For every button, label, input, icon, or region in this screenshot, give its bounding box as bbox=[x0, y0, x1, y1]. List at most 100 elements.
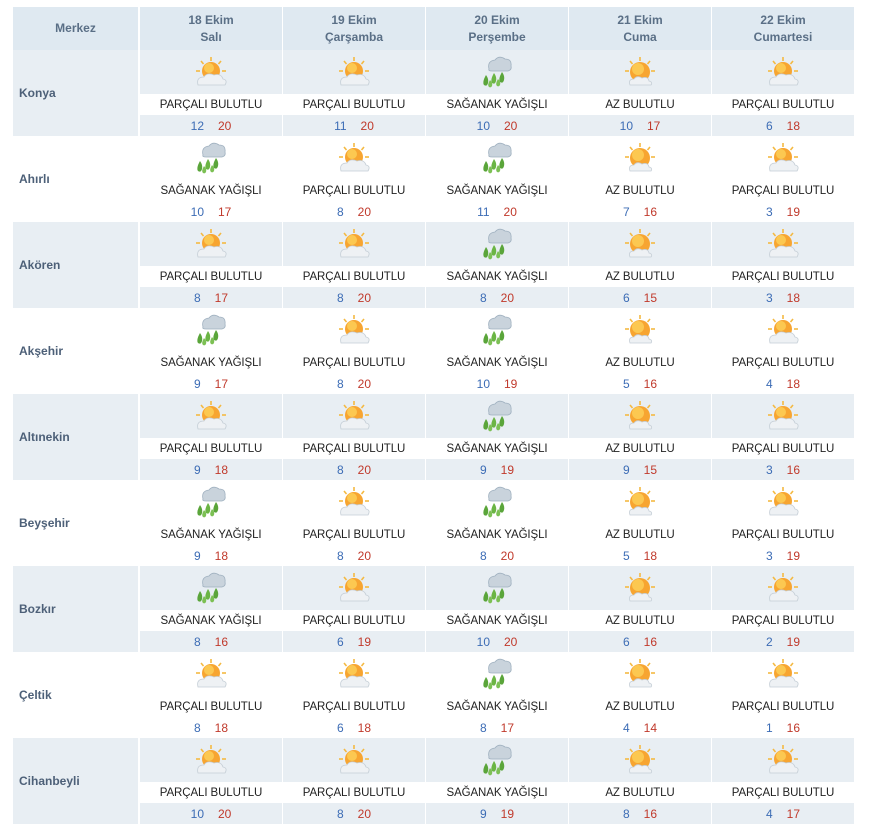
condition-label: SAĞANAK YAĞIŞLI bbox=[140, 610, 282, 631]
condition-label: PARÇALI BULUTLU bbox=[712, 94, 854, 115]
condition-label: PARÇALI BULUTLU bbox=[283, 696, 425, 717]
partly-cloudy-icon bbox=[712, 566, 854, 610]
high-temperature: 20 bbox=[357, 462, 372, 477]
high-temperature: 20 bbox=[504, 118, 518, 133]
partly-cloudy-icon bbox=[283, 136, 425, 180]
high-temperature: 18 bbox=[786, 118, 801, 133]
high-temperature: 20 bbox=[357, 376, 372, 391]
partly-cloudy-icon bbox=[140, 738, 282, 782]
high-temperature: 18 bbox=[214, 720, 229, 735]
temperature-range: 4 14 bbox=[569, 717, 711, 738]
low-temperature: 6 bbox=[765, 118, 773, 133]
condition-label: PARÇALI BULUTLU bbox=[283, 352, 425, 373]
low-temperature: 4 bbox=[765, 376, 773, 391]
forecast-cell: PARÇALI BULUTLU 10 20 bbox=[140, 738, 283, 824]
low-temperature: 8 bbox=[336, 376, 344, 391]
showers-icon bbox=[426, 566, 568, 610]
low-temperature: 3 bbox=[765, 204, 773, 219]
city-name[interactable]: Akören bbox=[13, 222, 140, 308]
condition-label: PARÇALI BULUTLU bbox=[283, 438, 425, 459]
condition-label: PARÇALI BULUTLU bbox=[283, 610, 425, 631]
header-day-date: 21 Ekim bbox=[617, 12, 663, 27]
high-temperature: 20 bbox=[218, 118, 232, 133]
low-temperature: 6 bbox=[622, 290, 630, 305]
condition-label: AZ BULUTLU bbox=[569, 610, 711, 631]
forecast-cell: SAĞANAK YAĞIŞLI 8 16 bbox=[140, 566, 283, 652]
header-day-date: 22 Ekim bbox=[760, 12, 806, 27]
temperature-range: 11 20 bbox=[426, 201, 568, 222]
temperature-range: 9 19 bbox=[426, 803, 568, 824]
temperature-range: 9 15 bbox=[569, 459, 711, 480]
high-temperature: 20 bbox=[500, 290, 515, 305]
header-day-weekday: Cumartesi bbox=[753, 29, 813, 44]
temperature-range: 4 18 bbox=[712, 373, 854, 394]
showers-icon bbox=[426, 394, 568, 438]
forecast-cell: PARÇALI BULUTLU 2 19 bbox=[712, 566, 855, 652]
condition-label: PARÇALI BULUTLU bbox=[712, 438, 854, 459]
few-clouds-icon bbox=[569, 566, 711, 610]
city-name[interactable]: Çeltik bbox=[13, 652, 140, 738]
temperature-range: 3 18 bbox=[712, 287, 854, 308]
partly-cloudy-icon bbox=[712, 222, 854, 266]
header-day-5: 22 Ekim Cumartesi bbox=[712, 7, 855, 50]
city-name[interactable]: Beyşehir bbox=[13, 480, 140, 566]
header-day-weekday: Cuma bbox=[623, 29, 657, 44]
low-temperature: 10 bbox=[476, 118, 490, 133]
high-temperature: 16 bbox=[643, 204, 658, 219]
low-temperature: 9 bbox=[193, 462, 201, 477]
showers-icon bbox=[140, 480, 282, 524]
partly-cloudy-icon bbox=[712, 50, 854, 94]
temperature-range: 5 16 bbox=[569, 373, 711, 394]
high-temperature: 17 bbox=[214, 290, 229, 305]
temperature-range: 6 16 bbox=[569, 631, 711, 652]
condition-label: PARÇALI BULUTLU bbox=[712, 266, 854, 287]
forecast-cell: PARÇALI BULUTLU 8 20 bbox=[283, 308, 426, 394]
forecast-cell: AZ BULUTLU 10 17 bbox=[569, 50, 712, 136]
showers-icon bbox=[426, 50, 568, 94]
high-temperature: 20 bbox=[500, 548, 515, 563]
city-name[interactable]: Altınekin bbox=[13, 394, 140, 480]
few-clouds-icon bbox=[569, 738, 711, 782]
forecast-cell: SAĞANAK YAĞIŞLI 10 19 bbox=[426, 308, 569, 394]
forecast-cell: AZ BULUTLU 5 16 bbox=[569, 308, 712, 394]
condition-label: PARÇALI BULUTLU bbox=[140, 696, 282, 717]
low-temperature: 4 bbox=[622, 720, 630, 735]
high-temperature: 18 bbox=[214, 462, 229, 477]
partly-cloudy-icon bbox=[283, 308, 425, 352]
forecast-cell: PARÇALI BULUTLU 9 18 bbox=[140, 394, 283, 480]
partly-cloudy-icon bbox=[140, 394, 282, 438]
high-temperature: 16 bbox=[643, 806, 658, 821]
header-center-label: Merkez bbox=[55, 21, 96, 35]
high-temperature: 18 bbox=[786, 376, 801, 391]
high-temperature: 19 bbox=[786, 634, 801, 649]
partly-cloudy-icon bbox=[140, 50, 282, 94]
forecast-cell: PARÇALI BULUTLU 8 20 bbox=[283, 394, 426, 480]
showers-icon bbox=[426, 136, 568, 180]
condition-label: PARÇALI BULUTLU bbox=[712, 180, 854, 201]
high-temperature: 17 bbox=[786, 806, 801, 821]
high-temperature: 16 bbox=[643, 634, 658, 649]
city-name[interactable]: Konya bbox=[13, 50, 140, 136]
high-temperature: 17 bbox=[218, 204, 232, 219]
forecast-cell: PARÇALI BULUTLU 11 20 bbox=[283, 50, 426, 136]
condition-label: SAĞANAK YAĞIŞLI bbox=[426, 352, 568, 373]
temperature-range: 6 15 bbox=[569, 287, 711, 308]
condition-label: SAĞANAK YAĞIŞLI bbox=[426, 266, 568, 287]
header-day-weekday: Salı bbox=[200, 29, 222, 44]
low-temperature: 3 bbox=[765, 548, 773, 563]
partly-cloudy-icon bbox=[140, 652, 282, 696]
showers-icon bbox=[426, 652, 568, 696]
forecast-cell: PARÇALI BULUTLU 8 20 bbox=[283, 136, 426, 222]
low-temperature: 9 bbox=[193, 548, 201, 563]
city-name[interactable]: Akşehir bbox=[13, 308, 140, 394]
condition-label: SAĞANAK YAĞIŞLI bbox=[140, 524, 282, 545]
city-name[interactable]: Bozkır bbox=[13, 566, 140, 652]
few-clouds-icon bbox=[569, 136, 711, 180]
forecast-cell: SAĞANAK YAĞIŞLI 9 19 bbox=[426, 738, 569, 824]
city-name[interactable]: Ahırlı bbox=[13, 136, 140, 222]
low-temperature: 8 bbox=[193, 290, 201, 305]
low-temperature: 8 bbox=[336, 806, 344, 821]
forecast-cell: PARÇALI BULUTLU 8 17 bbox=[140, 222, 283, 308]
high-temperature: 20 bbox=[357, 548, 372, 563]
city-name[interactable]: Cihanbeyli bbox=[13, 738, 140, 824]
